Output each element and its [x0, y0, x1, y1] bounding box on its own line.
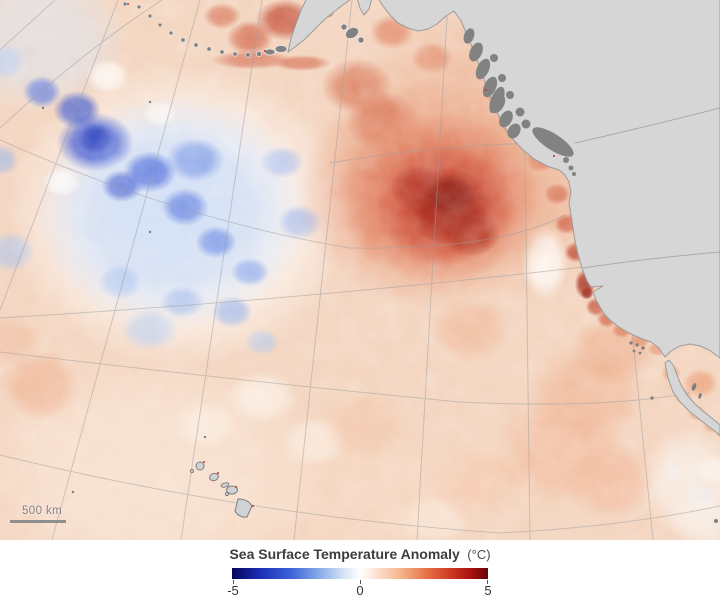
legend: Sea Surface Temperature Anomaly (°C) -5 …: [0, 540, 720, 605]
scale-bar: 500 km: [10, 505, 130, 523]
scale-bar-line: [10, 520, 66, 523]
shoreline-hotspots: [127, 3, 555, 507]
colorbar-tick-zero: [360, 580, 361, 584]
colorbar-label-zero: 0: [356, 583, 364, 598]
colorbar-tick-max: [487, 580, 488, 584]
aleutian-islands: [122, 1, 288, 58]
map-canvas: 500 km: [0, 0, 720, 540]
channel-islands: [629, 341, 645, 355]
colorbar-label-max: 5: [484, 583, 492, 598]
legend-unit-text: (°C): [467, 547, 491, 562]
haida-gwaii-island: [489, 86, 505, 114]
legend-title-text: Sea Surface Temperature Anomaly: [229, 546, 460, 562]
kodiak-islands: [340, 23, 365, 44]
colorbar-tick-min: [233, 580, 234, 584]
legend-title: Sea Surface Temperature Anomaly (°C): [229, 546, 490, 562]
colorbar-label-min: -5: [227, 583, 239, 598]
map-overlay: [0, 0, 720, 540]
graticule-on-land: [574, 107, 720, 269]
puget-sound-islands: [563, 157, 576, 176]
vancouver-island: [532, 127, 574, 157]
colorbar: [232, 568, 488, 579]
hawaiian-islands: [189, 461, 253, 518]
small-islands: [41, 100, 718, 523]
baja-peninsula: [664, 359, 720, 437]
mainland-coastline: [287, 0, 720, 359]
scale-bar-label: 500 km: [22, 505, 63, 517]
